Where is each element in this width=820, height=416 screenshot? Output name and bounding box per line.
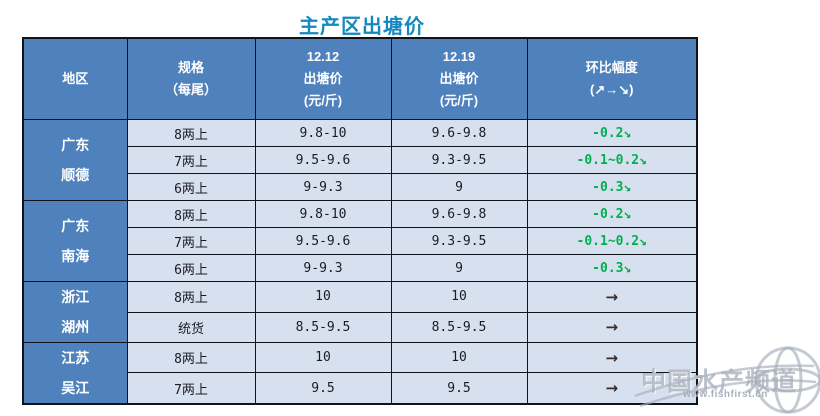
column-header-4: 环比幅度 (↗→↘): [526, 37, 698, 120]
table-header: 地区 规格 （每尾） 12.12 出塘价 (元/斤) 12.19 出塘价 (元/斤) 环比幅度 (↗…: [22, 37, 698, 120]
region-cell: 江苏 吴江: [22, 342, 128, 405]
spec-cell: 统货: [126, 311, 256, 343]
spec-cell: 8两上: [126, 281, 256, 313]
region-cell: 广东 顺德: [22, 119, 128, 201]
change-cell: →: [526, 372, 698, 405]
column-header-2: 12.12 出塘价 (元/斤): [254, 37, 392, 120]
price-1219-cell: 9.6-9.8: [390, 200, 528, 228]
price-1212-cell: 10: [254, 281, 392, 313]
pond-price-table: 地区 规格 （每尾） 12.12 出塘价 (元/斤) 12.19 出塘价 (元/斤) 环比幅度 (↗…: [22, 37, 698, 405]
change-cell: -0.2↘: [526, 119, 698, 147]
spec-cell: 6两上: [126, 173, 256, 201]
change-cell: -0.1~0.2↘: [526, 146, 698, 174]
change-cell: →: [526, 311, 698, 343]
spec-cell: 8两上: [126, 341, 256, 374]
price-1219-cell: 9.3-9.5: [390, 227, 528, 255]
price-1219-cell: 9: [390, 254, 528, 282]
spec-cell: 7两上: [126, 372, 256, 405]
price-1219-cell: 10: [390, 281, 528, 313]
price-1219-cell: 9.5: [390, 372, 528, 405]
price-1212-cell: 9.5-9.6: [254, 227, 392, 255]
column-header-3: 12.19 出塘价 (元/斤): [390, 37, 528, 120]
price-1212-cell: 9.8-10: [254, 119, 392, 147]
table-row: 广东 南海 8两上 9.8-10 9.6-9.8 -0.2↘: [22, 200, 698, 282]
table-body: 广东 顺德 8两上 9.8-10 9.6-9.8 -0.2↘ 7两上 9.5-9.6 9.3-9…: [22, 119, 698, 405]
price-1212-cell: 10: [254, 341, 392, 374]
price-1212-cell: 9-9.3: [254, 173, 392, 201]
table-row: 江苏 吴江 8两上 10 10 →: [22, 341, 698, 405]
table-row: 统货 8.5-9.5 8.5-9.5 →: [23, 311, 698, 343]
page-title: 主产区出塘价: [299, 16, 425, 38]
price-1219-cell: 9.6-9.8: [390, 119, 528, 147]
change-cell: -0.1~0.2↘: [526, 227, 698, 255]
price-1212-cell: 9.8-10: [254, 200, 392, 228]
table-row: 广东 顺德 8两上 9.8-10 9.6-9.8 -0.2↘: [22, 119, 698, 201]
spec-cell: 7两上: [126, 146, 256, 174]
change-cell: -0.3↘: [526, 173, 698, 201]
column-header-1: 规格 （每尾）: [126, 37, 256, 120]
price-1212-cell: 9.5: [254, 372, 392, 405]
change-cell: →: [526, 281, 698, 313]
spec-cell: 8两上: [126, 119, 256, 147]
price-1219-cell: 8.5-9.5: [390, 311, 528, 343]
change-cell: -0.2↘: [526, 200, 698, 228]
table-row: 6两上 9-9.3 9 -0.3↘: [23, 173, 698, 201]
spec-cell: 8两上: [126, 200, 256, 228]
table-row: 6两上 9-9.3 9 -0.3↘: [23, 254, 698, 282]
spec-cell: 7两上: [126, 227, 256, 255]
change-cell: →: [526, 341, 698, 374]
region-cell: 广东 南海: [22, 200, 128, 282]
spec-cell: 6两上: [126, 254, 256, 282]
table-row: 7两上 9.5-9.6 9.3-9.5 -0.1~0.2↘: [23, 146, 698, 174]
price-1212-cell: 9-9.3: [254, 254, 392, 282]
region-cell: 浙江 湖州: [22, 281, 128, 343]
table-row: 7两上 9.5 9.5 →: [23, 372, 698, 405]
change-cell: -0.3↘: [526, 254, 698, 282]
price-1219-cell: 10: [390, 341, 528, 374]
price-1212-cell: 9.5-9.6: [254, 146, 392, 174]
price-1212-cell: 8.5-9.5: [254, 311, 392, 343]
price-1219-cell: 9: [390, 173, 528, 201]
table-row: 浙江 湖州 8两上 10 10 →: [22, 281, 698, 343]
globe-icon: [634, 344, 820, 416]
price-1219-cell: 9.3-9.5: [390, 146, 528, 174]
column-header-0: 地区: [22, 37, 128, 120]
